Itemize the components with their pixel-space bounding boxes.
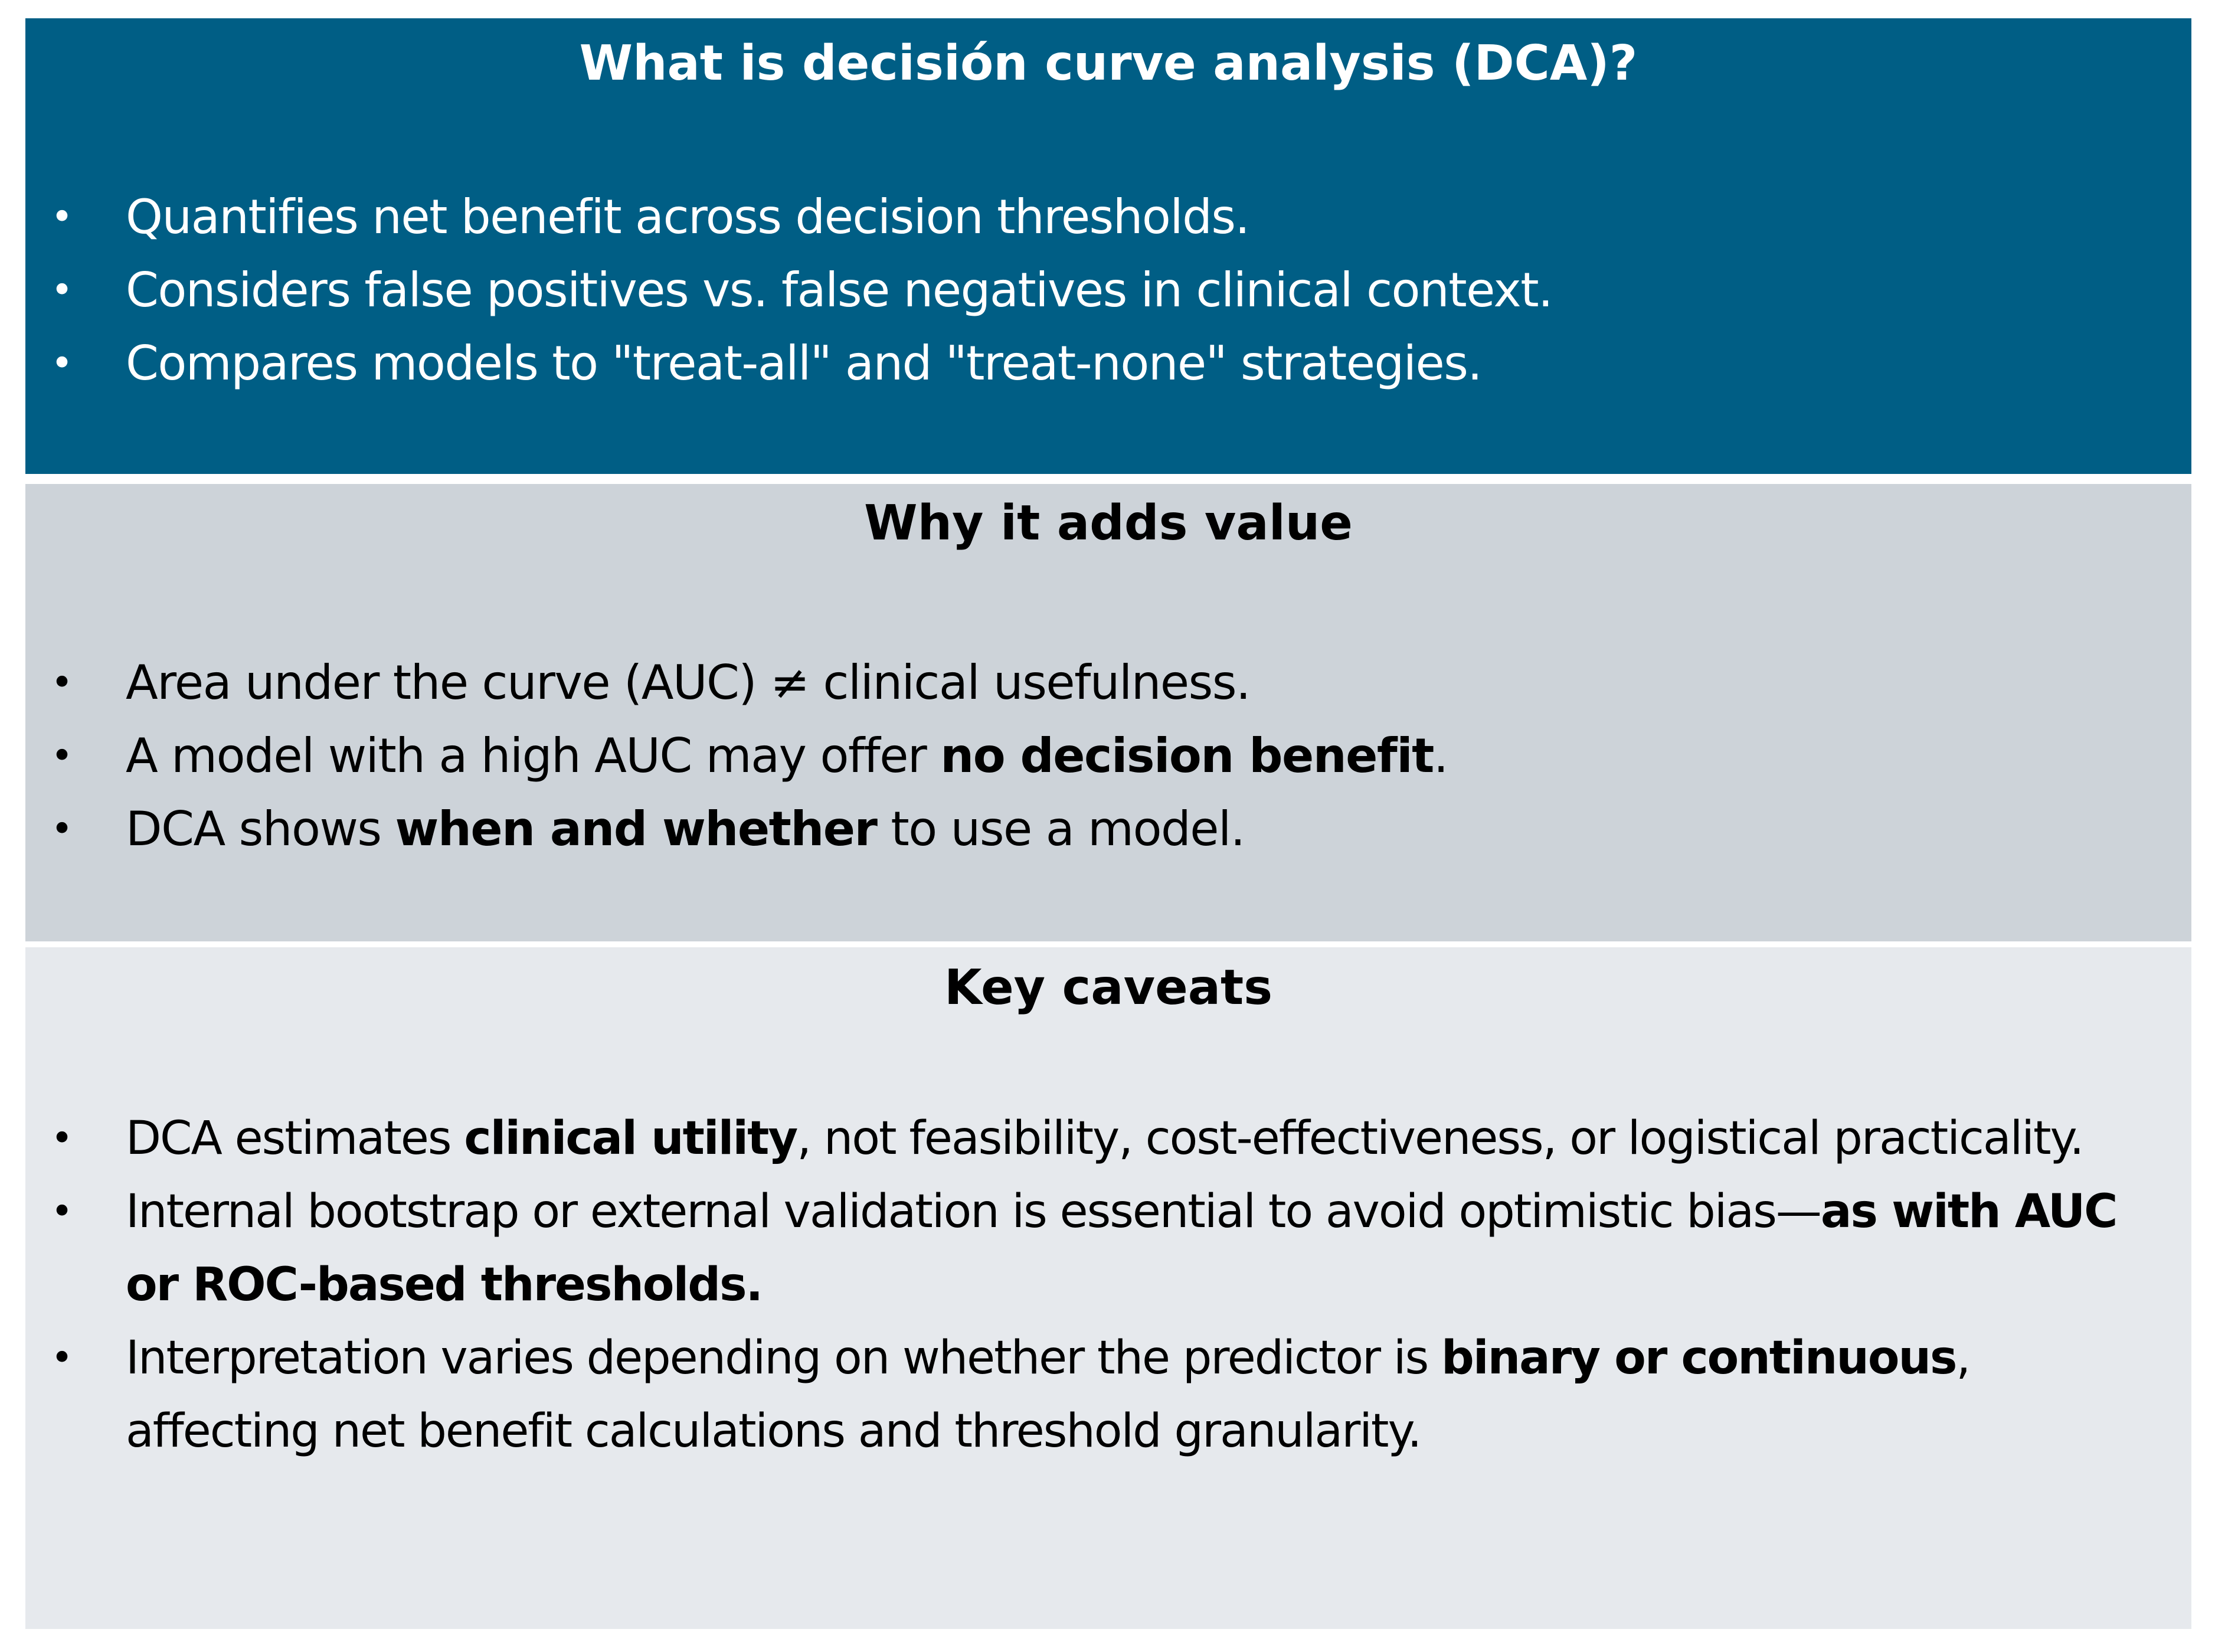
list-item: • Area under the curve (AUC) ≠ clinical u…	[25, 646, 2191, 719]
list-item: • A model with a high AUC may offer no de…	[25, 719, 2191, 793]
item-emphasis: binary or continuous	[1441, 1332, 1957, 1385]
item-emphasis: no decision benefit	[940, 728, 1434, 783]
bullet-list: • Quantifies net benefit across decision …	[25, 181, 2191, 400]
list-item: • DCA estimates clinical utility, not fea…	[25, 1102, 2191, 1175]
why-it-adds-value-panel: Why it adds value • Area under the curve …	[25, 484, 2191, 941]
item-text: Interpretation varies depending on wheth…	[126, 1332, 1442, 1385]
list-item: • Internal bootstrap or external validati…	[25, 1175, 2191, 1321]
panel-title: Key caveats	[944, 960, 1273, 1016]
bullet-icon: •	[51, 1336, 73, 1380]
item-text: Compares models to "treat-all" and "trea…	[126, 336, 1483, 391]
item-text: , affecting net benefit calculations and…	[126, 1332, 1971, 1458]
item-text: .	[1433, 728, 1448, 783]
list-item: • Interpretation varies depending on whet…	[25, 1321, 2191, 1468]
bullet-list: • DCA estimates clinical utility, not fea…	[25, 1102, 2191, 1468]
bullet-list: • Area under the curve (AUC) ≠ clinical u…	[25, 646, 2191, 866]
list-item: • Considers false positives vs. false neg…	[25, 254, 2191, 327]
bullet-icon: •	[51, 269, 73, 312]
list-item: • DCA shows when and whether to use a mod…	[25, 793, 2191, 866]
item-text: to use a model.	[876, 802, 1245, 856]
item-text: Area under the curve (AUC) ≠ clinical us…	[126, 655, 1251, 710]
bullet-icon: •	[51, 1117, 73, 1160]
item-text: DCA estimates	[126, 1112, 464, 1165]
item-text: Quantifies net benefit across decision t…	[126, 189, 1250, 244]
item-emphasis: as with AUC or ROC-based thresholds.	[126, 1185, 2118, 1311]
item-text: A model with a high AUC may offer	[126, 728, 941, 783]
list-item: • Quantifies net benefit across decision …	[25, 181, 2191, 254]
key-caveats-panel: Key caveats • DCA estimates clinical util…	[25, 947, 2191, 1629]
item-text: Internal bootstrap or external validatio…	[126, 1185, 1822, 1238]
panel-title: What is decisión curve analysis (DCA)?	[579, 35, 1638, 91]
bullet-icon: •	[51, 342, 73, 385]
item-emphasis: when and whether	[395, 802, 878, 856]
list-item: • Compares models to "treat-all" and "tre…	[25, 327, 2191, 400]
panel-title: Why it adds value	[864, 495, 1353, 551]
item-text: Considers false positives vs. false nega…	[126, 263, 1553, 318]
item-text: DCA shows	[126, 802, 395, 856]
item-text: , not feasibility, cost-effectiveness, o…	[797, 1112, 2084, 1165]
bullet-icon: •	[51, 195, 73, 239]
bullet-icon: •	[51, 1190, 73, 1234]
what-is-dca-panel: What is decisión curve analysis (DCA)? •…	[25, 18, 2191, 474]
item-emphasis: clinical utility	[464, 1112, 798, 1165]
bullet-icon: •	[51, 807, 73, 851]
bullet-icon: •	[51, 661, 73, 705]
bullet-icon: •	[51, 734, 73, 778]
